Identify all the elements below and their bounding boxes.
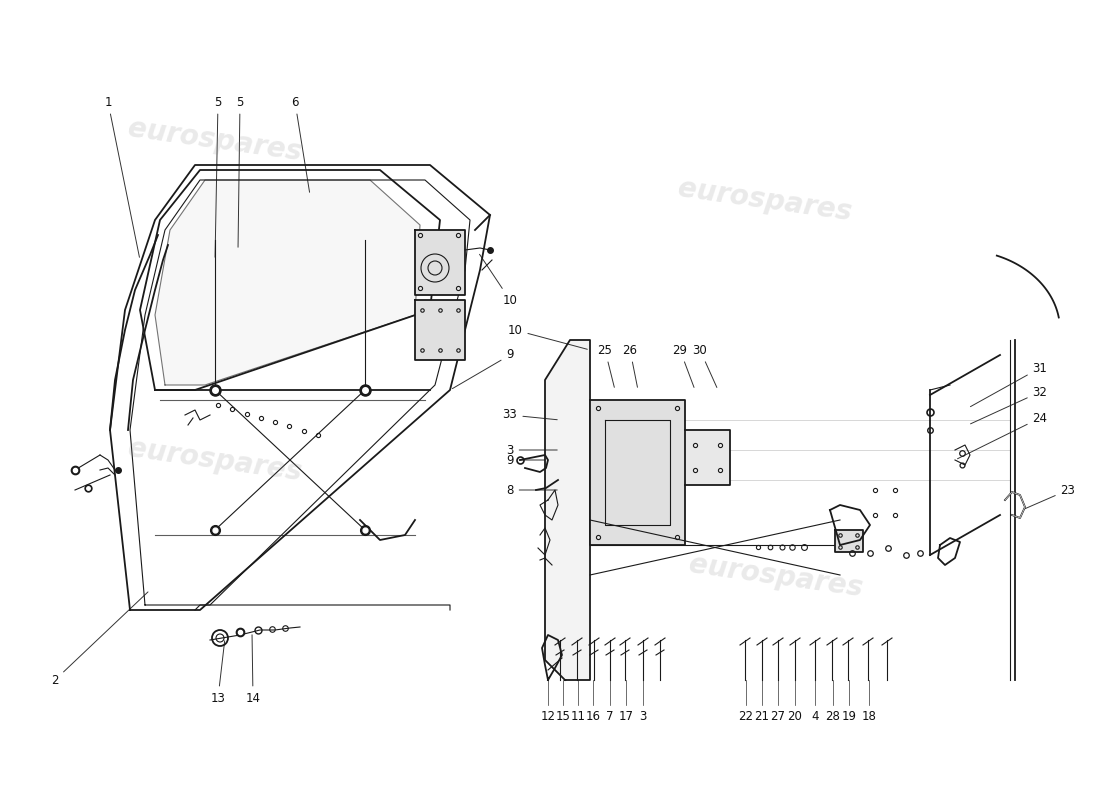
Text: 15: 15 (556, 710, 571, 723)
Text: 12: 12 (540, 710, 556, 723)
Text: 27: 27 (770, 710, 785, 723)
Text: 29: 29 (672, 343, 694, 387)
Text: 10: 10 (507, 323, 587, 350)
Polygon shape (155, 180, 420, 385)
Text: 20: 20 (788, 710, 802, 723)
Text: 9: 9 (452, 349, 514, 389)
Text: 23: 23 (1024, 483, 1076, 509)
Text: 3: 3 (639, 710, 647, 723)
Text: 25: 25 (597, 343, 614, 387)
Polygon shape (415, 230, 465, 295)
Text: 10: 10 (480, 254, 517, 306)
Text: eurospares: eurospares (675, 174, 854, 226)
Text: 30: 30 (693, 343, 717, 387)
Text: 2: 2 (52, 592, 148, 686)
Text: 24: 24 (957, 411, 1047, 458)
Polygon shape (835, 530, 864, 552)
Text: 4: 4 (812, 710, 818, 723)
Text: 1: 1 (104, 95, 140, 258)
Polygon shape (590, 400, 685, 545)
Text: eurospares: eurospares (686, 550, 865, 602)
Polygon shape (415, 300, 465, 360)
Text: 6: 6 (292, 95, 309, 192)
Text: 28: 28 (826, 710, 840, 723)
Text: 8: 8 (506, 483, 558, 497)
Text: 3: 3 (506, 443, 558, 457)
Text: 32: 32 (970, 386, 1047, 424)
Text: 13: 13 (210, 641, 225, 705)
Text: 17: 17 (618, 710, 634, 723)
Text: eurospares: eurospares (125, 114, 304, 166)
Text: 21: 21 (755, 710, 770, 723)
Text: 11: 11 (571, 710, 585, 723)
Text: 5: 5 (236, 95, 244, 247)
Text: 33: 33 (503, 409, 558, 422)
Text: 7: 7 (606, 710, 614, 723)
Polygon shape (544, 340, 590, 680)
Text: 31: 31 (970, 362, 1047, 406)
Polygon shape (685, 430, 730, 485)
Text: 18: 18 (861, 710, 877, 723)
Text: 22: 22 (738, 710, 754, 723)
Text: 16: 16 (585, 710, 601, 723)
Text: 5: 5 (214, 95, 222, 258)
Text: 26: 26 (623, 343, 638, 387)
Text: 9: 9 (506, 454, 546, 466)
Text: eurospares: eurospares (125, 434, 304, 486)
Text: 14: 14 (245, 634, 261, 705)
Text: 19: 19 (842, 710, 857, 723)
